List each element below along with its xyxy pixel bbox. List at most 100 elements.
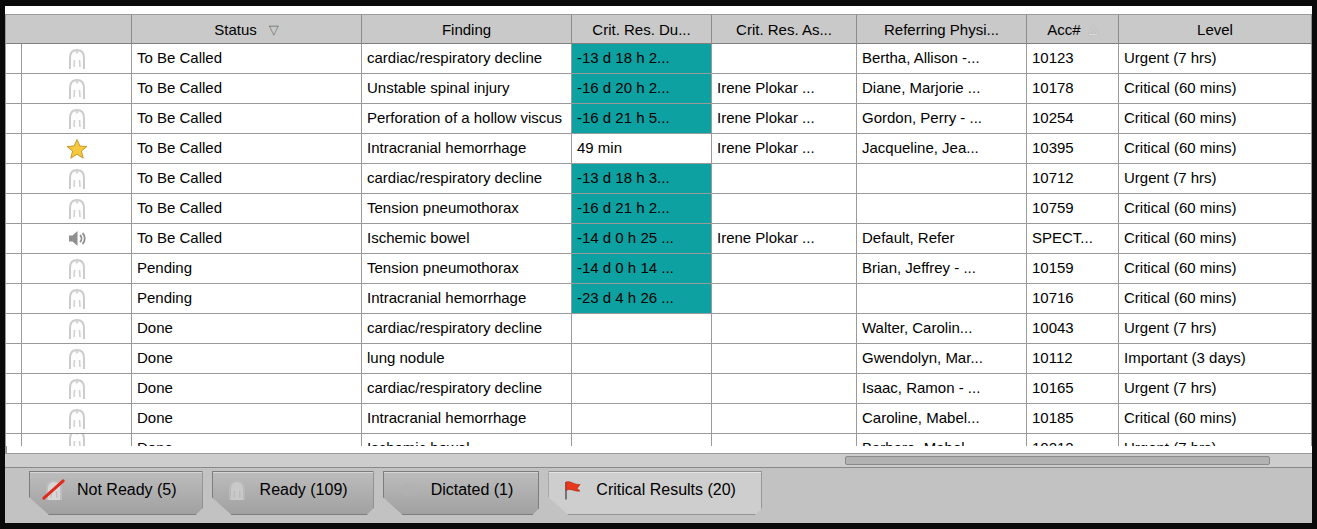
referring-physician-cell: Bertha, Allison -... <box>857 44 1027 74</box>
accession-cell: 10112 <box>1027 344 1119 374</box>
finding-cell: Tension pneumothorax <box>362 194 572 224</box>
accession-cell: 10165 <box>1027 374 1119 404</box>
sort-ascending-icon: △ <box>1089 23 1098 35</box>
tab-not-ready[interactable]: Not Ready (5) <box>29 471 203 515</box>
ready-icon <box>65 377 89 401</box>
accession-cell: 10159 <box>1027 254 1119 284</box>
level-cell: Urgent (7 hrs) <box>1119 44 1312 74</box>
row-icon-cell <box>22 224 132 254</box>
level-cell: Critical (60 mins) <box>1119 284 1312 314</box>
horizontal-scrollbar-thumb[interactable] <box>845 456 1270 465</box>
header-crit-res-assigned[interactable]: Crit. Res. As... <box>712 14 857 44</box>
row-gutter <box>6 434 22 446</box>
table-row[interactable]: To Be Called Intracranial hemorrhage 49 … <box>6 134 1312 164</box>
header-finding[interactable]: Finding <box>362 14 572 44</box>
table-row[interactable]: Pending Tension pneumothorax -14 d 0 h 1… <box>6 254 1312 284</box>
referring-physician-cell <box>857 164 1027 194</box>
crit-res-due-cell: 49 min <box>572 134 712 164</box>
row-icon-cell <box>22 374 132 404</box>
level-cell: Critical (60 mins) <box>1119 194 1312 224</box>
referring-physician-cell: Gwendolyn, Mar... <box>857 344 1027 374</box>
header-level[interactable]: Level <box>1119 14 1312 44</box>
ready-icon <box>224 477 250 503</box>
row-gutter <box>6 104 22 134</box>
status-cell: Done <box>132 404 362 434</box>
finding-cell: Ischemic bowel <box>362 434 572 446</box>
level-cell: Critical (60 mins) <box>1119 104 1312 134</box>
accession-cell: 10759 <box>1027 194 1119 224</box>
finding-cell: cardiac/respiratory decline <box>362 44 572 74</box>
table-row[interactable]: To Be Called Perforation of a hollow vis… <box>6 104 1312 134</box>
table-row[interactable]: Done cardiac/respiratory decline Walter,… <box>6 314 1312 344</box>
status-cell: To Be Called <box>132 44 362 74</box>
finding-cell: Ischemic bowel <box>362 224 572 254</box>
referring-physician-cell: Caroline, Mabel... <box>857 404 1027 434</box>
table-row[interactable]: Done cardiac/respiratory decline Isaac, … <box>6 374 1312 404</box>
table-row[interactable]: Pending Intracranial hemorrhage -23 d 4 … <box>6 284 1312 314</box>
row-gutter <box>6 344 22 374</box>
header-accession-label: Acc# <box>1047 21 1080 38</box>
tab-ready-label: Ready (109) <box>260 481 348 499</box>
table-row[interactable]: To Be Called cardiac/respiratory decline… <box>6 164 1312 194</box>
not-ready-icon <box>41 477 67 503</box>
star-icon <box>65 137 89 161</box>
accession-cell: 10212 <box>1027 434 1119 446</box>
crit-res-assigned-cell <box>712 254 857 284</box>
accession-cell: 10712 <box>1027 164 1119 194</box>
sort-descending-icon: ▽ <box>269 23 279 36</box>
referring-physician-cell: Diane, Marjorie ... <box>857 74 1027 104</box>
level-cell: Urgent (7 hrs) <box>1119 374 1312 404</box>
header-crit-res-due[interactable]: Crit. Res. Du... <box>572 14 712 44</box>
table-header-row: Status ▽ Finding Crit. Res. Du... Crit. … <box>6 14 1312 44</box>
row-icon-cell <box>22 254 132 284</box>
tab-dictated[interactable]: Dictated (1) <box>383 471 540 515</box>
horizontal-scrollbar[interactable] <box>5 453 1312 467</box>
crit-res-assigned-cell: Irene Plokar ... <box>712 104 857 134</box>
finding-cell: cardiac/respiratory decline <box>362 164 572 194</box>
crit-res-due-cell <box>572 344 712 374</box>
row-icon-cell <box>22 74 132 104</box>
tab-ready[interactable]: Ready (109) <box>212 471 374 515</box>
crit-res-due-cell <box>572 374 712 404</box>
finding-cell: cardiac/respiratory decline <box>362 374 572 404</box>
status-cell: Done <box>132 434 362 446</box>
referring-physician-cell: Isaac, Ramon - ... <box>857 374 1027 404</box>
table-row[interactable]: To Be Called Tension pneumothorax -16 d … <box>6 194 1312 224</box>
worklist-tab-bar: Not Ready (5) Ready (109) Dictated (1) C… <box>5 467 1312 523</box>
level-cell: Critical (60 mins) <box>1119 254 1312 284</box>
crit-res-due-cell: -13 d 18 h 2... <box>572 44 712 74</box>
tab-dictated-label: Dictated (1) <box>431 481 514 499</box>
header-crit-res-due-label: Crit. Res. Du... <box>592 21 690 38</box>
table-row[interactable]: Done Ischemic bowel Barbara, Mabel... 10… <box>6 434 1312 446</box>
row-icon-cell <box>22 44 132 74</box>
tab-critical-results[interactable]: Critical Results (20) <box>548 471 762 515</box>
ready-icon <box>65 257 89 281</box>
table-row[interactable]: To Be Called Unstable spinal injury -16 … <box>6 74 1312 104</box>
level-cell: Critical (60 mins) <box>1119 224 1312 254</box>
tab-not-ready-label: Not Ready (5) <box>77 481 177 499</box>
referring-physician-cell: Jacqueline, Jea... <box>857 134 1027 164</box>
status-cell: Done <box>132 314 362 344</box>
accession-cell: 10123 <box>1027 44 1119 74</box>
table-row[interactable]: To Be Called cardiac/respiratory decline… <box>6 44 1312 74</box>
ready-icon <box>65 317 89 341</box>
row-gutter <box>6 284 22 314</box>
row-gutter <box>6 164 22 194</box>
row-gutter <box>6 254 22 284</box>
table-row[interactable]: Done Intracranial hemorrhage Caroline, M… <box>6 404 1312 434</box>
table-empty-space <box>6 446 1312 453</box>
referring-physician-cell <box>857 284 1027 314</box>
row-gutter <box>6 134 22 164</box>
table-row[interactable]: Done lung nodule Gwendolyn, Mar... 10112… <box>6 344 1312 374</box>
crit-res-assigned-cell: Irene Plokar ... <box>712 134 857 164</box>
header-accession[interactable]: Acc# △ <box>1027 14 1119 44</box>
row-icon-cell <box>22 104 132 134</box>
referring-physician-cell: Barbara, Mabel... <box>857 434 1027 446</box>
table-row[interactable]: To Be Called Ischemic bowel -14 d 0 h 25… <box>6 224 1312 254</box>
header-status[interactable]: Status ▽ <box>132 14 362 44</box>
header-referring-physician[interactable]: Referring Physi... <box>857 14 1027 44</box>
crit-res-assigned-cell <box>712 434 857 446</box>
ready-icon <box>65 434 89 446</box>
row-icon-cell <box>22 284 132 314</box>
level-cell: Urgent (7 hrs) <box>1119 164 1312 194</box>
